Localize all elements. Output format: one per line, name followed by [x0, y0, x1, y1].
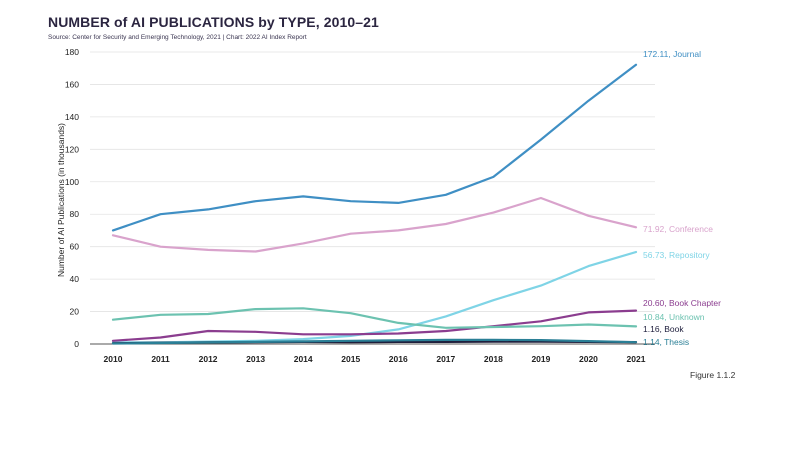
y-tick-label: 160: [65, 79, 79, 89]
figure-label: Figure 1.1.2: [690, 370, 736, 380]
x-tick-label: 2018: [484, 354, 503, 364]
data-label-book: 1.16, Book: [643, 324, 684, 334]
x-tick-label: 2015: [341, 354, 360, 364]
y-tick-label: 40: [70, 274, 80, 284]
y-tick-label: 140: [65, 112, 79, 122]
gridlines: [90, 51, 655, 345]
y-tick-label: 100: [65, 177, 79, 187]
chart-title: NUMBER of AI PUBLICATIONS by TYPE, 2010–…: [48, 14, 379, 30]
series-line-thesis: [111, 338, 638, 345]
x-tick-label: 2010: [104, 354, 123, 364]
x-tick-label: 2011: [151, 354, 170, 364]
series-line-journal: [111, 63, 638, 232]
y-tick-label: 180: [65, 47, 79, 57]
y-axis-label: Number of AI Publications (in thousands): [56, 123, 66, 277]
x-tick-label: 2017: [436, 354, 455, 364]
series-line-unknown: [111, 307, 638, 329]
data-label-conference: 71.92, Conference: [643, 224, 713, 234]
x-tick-label: 2019: [531, 354, 550, 364]
chart-source: Source: Center for Security and Emerging…: [48, 34, 307, 41]
data-label-journal: 172.11, Journal: [643, 49, 701, 59]
series-line-repository: [111, 250, 638, 344]
x-tick-label: 2020: [579, 354, 598, 364]
series-lines: [111, 63, 638, 345]
x-tick-label: 2012: [199, 354, 218, 364]
y-axis-ticks: 0 20 40 60 80 100 120 140 160 180: [65, 47, 79, 349]
series-line-conference: [111, 196, 638, 253]
series-line-book-chapter: [111, 309, 638, 342]
x-tick-label: 2016: [389, 354, 408, 364]
y-tick-label: 20: [70, 307, 80, 317]
y-tick-label: 0: [74, 339, 79, 349]
x-tick-label: 2014: [294, 354, 313, 364]
data-label-thesis: 1.14, Thesis: [643, 337, 689, 347]
y-tick-label: 120: [65, 144, 79, 154]
x-axis-ticks: 2010 2011 2012 2013 2014 2015 2016 2017 2018 2019…: [104, 354, 646, 364]
data-label-unknown: 10.84, Unknown: [643, 312, 705, 322]
y-tick-label: 80: [70, 209, 80, 219]
x-tick-label: 2013: [246, 354, 265, 364]
data-label-book-chapter: 20.60, Book Chapter: [643, 298, 721, 308]
x-tick-label: 2021: [627, 354, 646, 364]
series-labels: 172.11, Journal 71.92, Conference 56.73, R…: [643, 49, 721, 347]
y-tick-label: 60: [70, 242, 80, 252]
data-label-repository: 56.73, Repository: [643, 250, 710, 260]
